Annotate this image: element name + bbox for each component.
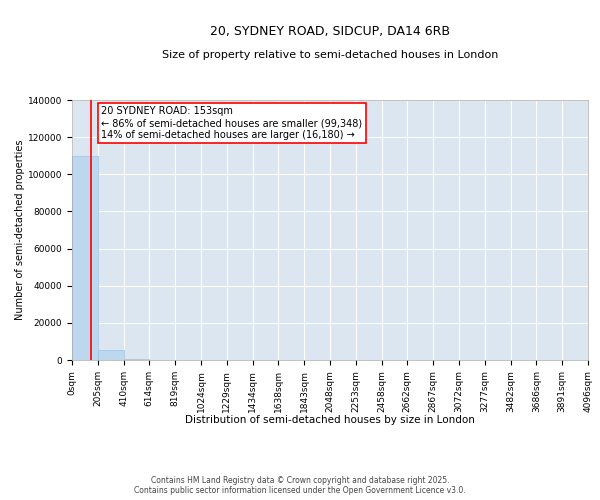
Text: 20, SYDNEY ROAD, SIDCUP, DA14 6RB: 20, SYDNEY ROAD, SIDCUP, DA14 6RB: [210, 25, 450, 38]
Text: 20 SYDNEY ROAD: 153sqm
← 86% of semi-detached houses are smaller (99,348)
14% of: 20 SYDNEY ROAD: 153sqm ← 86% of semi-det…: [101, 106, 362, 140]
Text: Size of property relative to semi-detached houses in London: Size of property relative to semi-detach…: [162, 50, 498, 60]
Bar: [72, 156, 98, 360]
Bar: [124, 359, 149, 360]
Text: Contains HM Land Registry data © Crown copyright and database right 2025.
Contai: Contains HM Land Registry data © Crown c…: [134, 476, 466, 495]
Y-axis label: Number of semi-detached properties: Number of semi-detached properties: [15, 140, 25, 320]
Bar: [98, 350, 124, 360]
X-axis label: Distribution of semi-detached houses by size in London: Distribution of semi-detached houses by …: [185, 414, 475, 424]
